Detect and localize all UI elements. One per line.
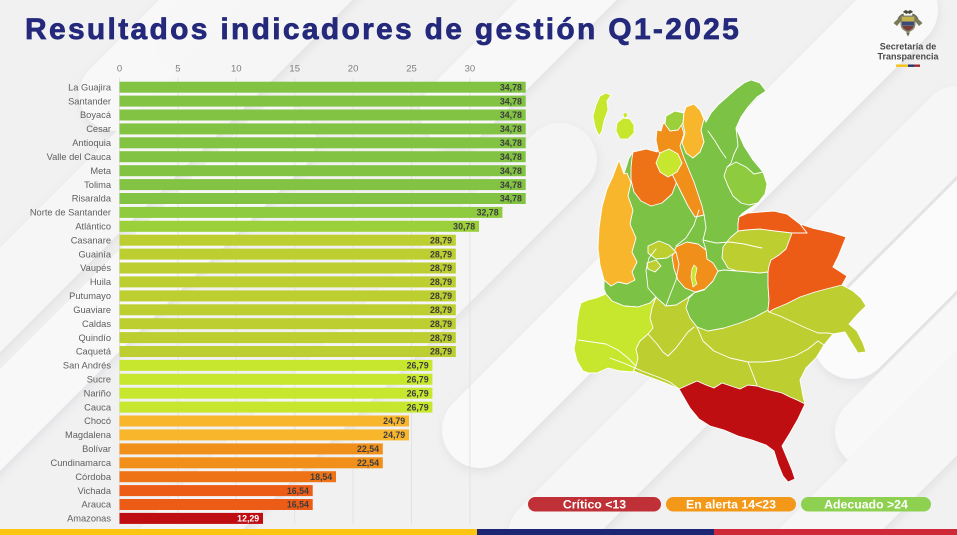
svg-text:Valle del Cauca: Valle del Cauca <box>47 152 112 162</box>
svg-text:10: 10 <box>231 64 242 75</box>
svg-text:22,54: 22,54 <box>357 444 379 454</box>
svg-text:34,78: 34,78 <box>500 194 522 204</box>
svg-text:28,79: 28,79 <box>430 333 452 343</box>
svg-text:Cundinamarca: Cundinamarca <box>51 458 112 468</box>
svg-text:Amazonas: Amazonas <box>67 514 111 524</box>
svg-text:Caquetá: Caquetá <box>76 347 112 357</box>
svg-text:32,78: 32,78 <box>477 208 499 218</box>
svg-text:Tolima: Tolima <box>84 180 112 190</box>
svg-text:30,78: 30,78 <box>453 222 475 232</box>
svg-text:12,29: 12,29 <box>237 514 259 524</box>
svg-text:Antioquia: Antioquia <box>72 138 112 148</box>
svg-text:Huila: Huila <box>90 277 112 287</box>
svg-text:34,78: 34,78 <box>500 152 522 162</box>
svg-text:Arauca: Arauca <box>82 500 112 510</box>
svg-text:Caldas: Caldas <box>82 319 111 329</box>
svg-text:34,78: 34,78 <box>500 124 522 134</box>
svg-text:30: 30 <box>465 64 476 75</box>
svg-text:Sucre: Sucre <box>87 375 111 385</box>
svg-text:24,79: 24,79 <box>383 430 405 440</box>
svg-text:En alerta 14<23: En alerta 14<23 <box>686 497 776 511</box>
svg-text:5: 5 <box>175 64 180 75</box>
svg-text:20: 20 <box>348 64 359 75</box>
svg-text:Transparencia: Transparencia <box>877 52 939 62</box>
svg-text:Cesar: Cesar <box>86 124 111 134</box>
svg-text:Secretaría de: Secretaría de <box>880 42 937 52</box>
svg-text:16,54: 16,54 <box>287 500 309 510</box>
svg-text:0: 0 <box>117 64 122 75</box>
svg-text:34,78: 34,78 <box>500 82 522 92</box>
svg-text:16,54: 16,54 <box>287 486 309 496</box>
svg-text:34,78: 34,78 <box>500 180 522 190</box>
svg-text:26,79: 26,79 <box>407 388 429 398</box>
svg-text:25: 25 <box>406 64 417 75</box>
svg-text:Córdoba: Córdoba <box>75 472 111 482</box>
svg-text:Adecuado >24: Adecuado >24 <box>824 497 908 511</box>
svg-text:Quindío: Quindío <box>78 333 111 343</box>
svg-text:18,54: 18,54 <box>310 472 332 482</box>
svg-text:Boyacá: Boyacá <box>80 110 112 120</box>
svg-text:La Guajira: La Guajira <box>68 82 112 92</box>
svg-text:Risaralda: Risaralda <box>72 194 112 204</box>
svg-text:Atlántico: Atlántico <box>75 222 111 232</box>
svg-text:Vaupés: Vaupés <box>80 263 111 273</box>
svg-text:Chocó: Chocó <box>84 416 111 426</box>
svg-text:26,79: 26,79 <box>407 375 429 385</box>
svg-text:28,79: 28,79 <box>430 235 452 245</box>
svg-text:28,79: 28,79 <box>430 305 452 315</box>
svg-text:Meta: Meta <box>90 166 111 176</box>
svg-text:Vichada: Vichada <box>78 486 112 496</box>
svg-text:San Andrés: San Andrés <box>63 361 111 371</box>
svg-text:28,79: 28,79 <box>430 249 452 259</box>
svg-text:28,79: 28,79 <box>430 347 452 357</box>
svg-text:34,78: 34,78 <box>500 110 522 120</box>
svg-text:Cauca: Cauca <box>84 402 112 412</box>
svg-text:28,79: 28,79 <box>430 291 452 301</box>
svg-text:34,78: 34,78 <box>500 96 522 106</box>
svg-text:Santander: Santander <box>68 96 111 106</box>
svg-text:15: 15 <box>289 64 300 75</box>
svg-text:Guaviare: Guaviare <box>73 305 111 315</box>
svg-text:Guainía: Guainía <box>78 249 111 259</box>
svg-text:Bolívar: Bolívar <box>82 444 111 454</box>
svg-text:28,79: 28,79 <box>430 277 452 287</box>
svg-text:22,54: 22,54 <box>357 458 379 468</box>
svg-text:Magdalena: Magdalena <box>65 430 112 440</box>
svg-text:26,79: 26,79 <box>407 402 429 412</box>
svg-text:28,79: 28,79 <box>430 319 452 329</box>
svg-text:24,79: 24,79 <box>383 416 405 426</box>
svg-text:Casanare: Casanare <box>71 235 111 245</box>
svg-text:34,78: 34,78 <box>500 138 522 148</box>
svg-text:26,79: 26,79 <box>407 361 429 371</box>
svg-text:Putumayo: Putumayo <box>69 291 111 301</box>
svg-text:Crítico <13: Crítico <13 <box>563 497 626 511</box>
svg-text:34,78: 34,78 <box>500 166 522 176</box>
svg-text:Norte de Santander: Norte de Santander <box>30 208 111 218</box>
svg-text:Nariño: Nariño <box>84 388 111 398</box>
svg-text:28,79: 28,79 <box>430 263 452 273</box>
